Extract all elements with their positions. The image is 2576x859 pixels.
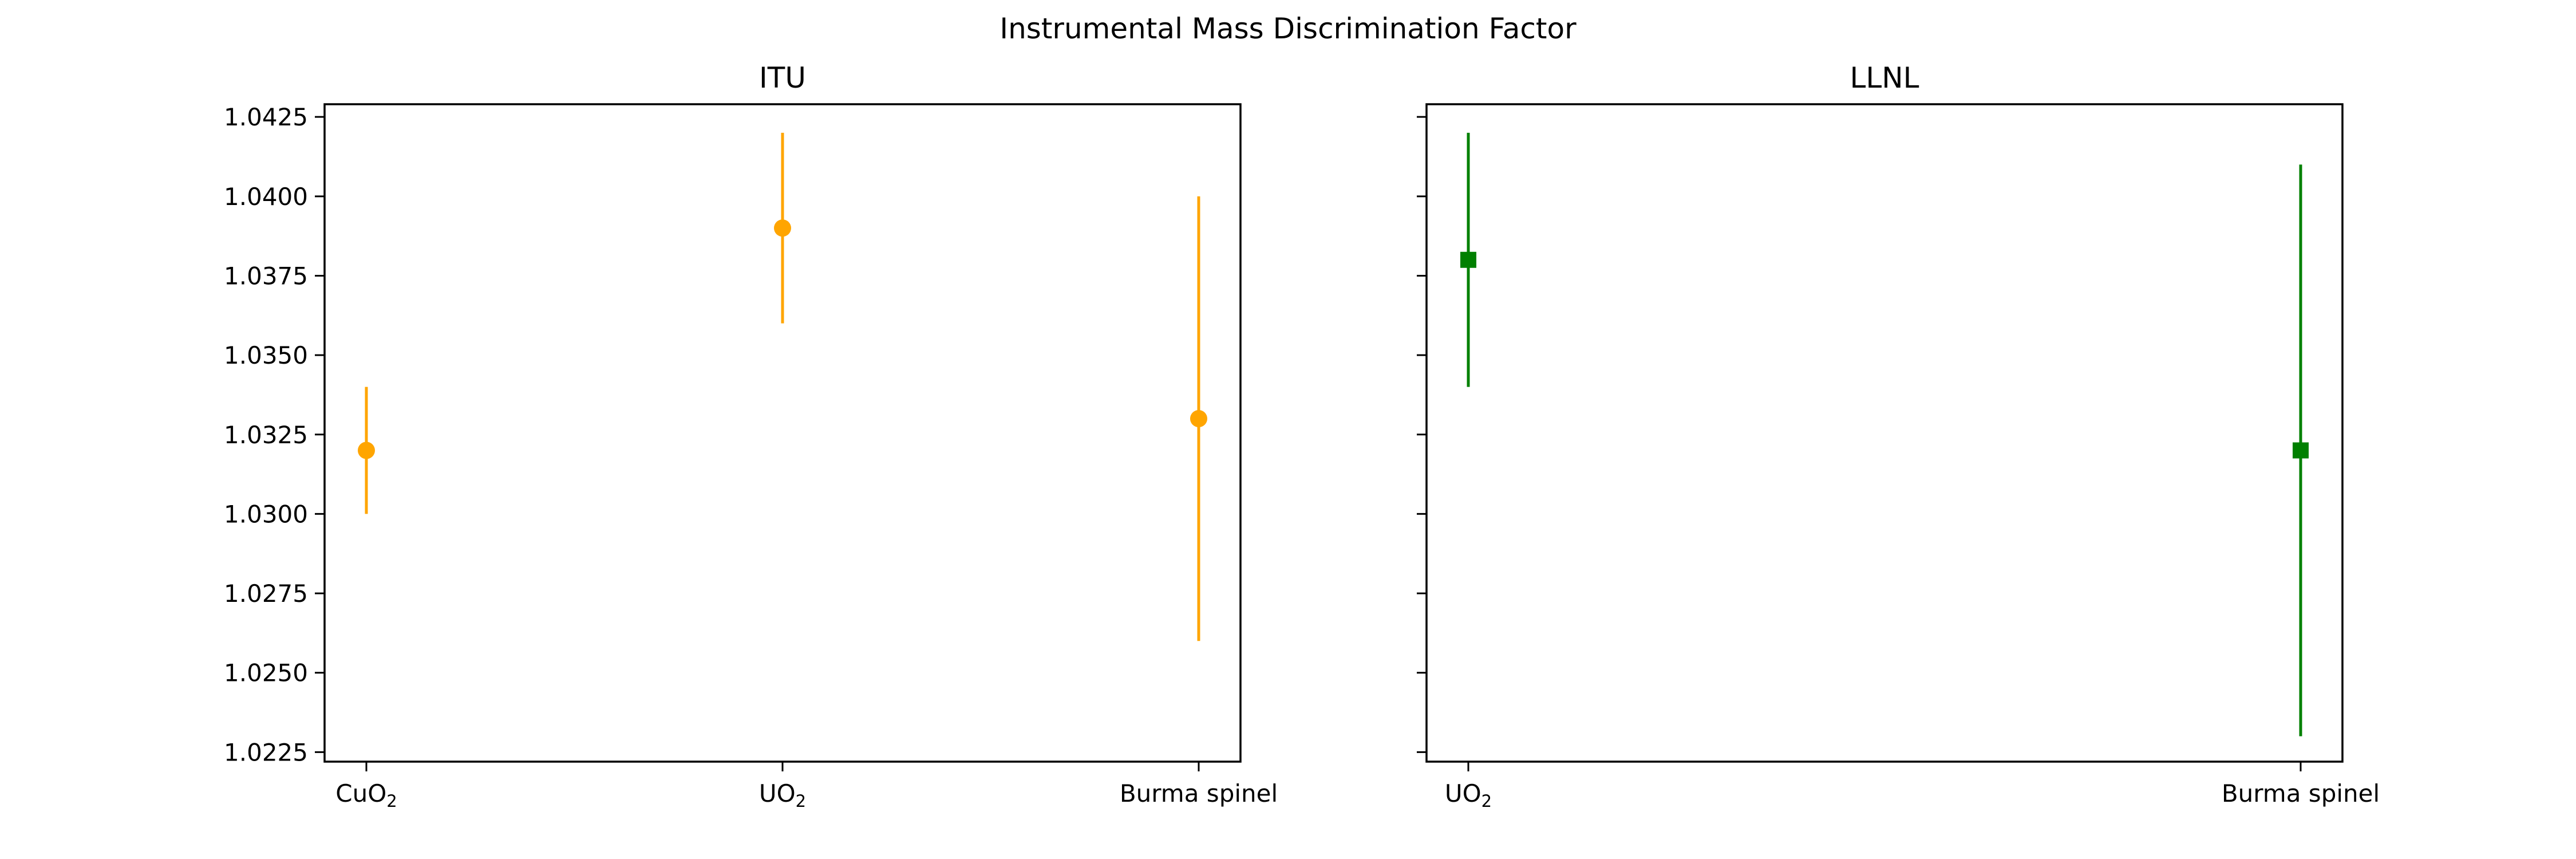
llnl-x-tick-label-uo2: UO2 <box>1445 779 1492 811</box>
llnl-axes-frame <box>1425 103 2344 763</box>
itu-tick-layer: 1.0225 1.0250 1.0275 1.0300 1.0325 1.0350 1.03… <box>224 103 1278 811</box>
llnl-mark-layer <box>1460 132 2309 736</box>
llnl-panel-title: LLNL <box>1850 61 1919 94</box>
itu-panel-title: ITU <box>759 61 806 94</box>
llnl-data-point-uo2 <box>1460 251 1476 268</box>
itu-panel: ITU 1.0225 1.0250 1.0275 1.0300 1.0325 1.0350… <box>224 61 1278 811</box>
itu-y-tick-label: 1.0300 <box>224 500 308 528</box>
itu-axes-frame <box>323 103 1242 763</box>
itu-y-tick-label: 1.0250 <box>224 659 308 687</box>
itu-y-tick-label: 1.0400 <box>224 183 308 211</box>
itu-y-tick-label: 1.0275 <box>224 580 308 608</box>
itu-data-point-cuo2 <box>358 442 375 459</box>
itu-y-tick-label: 1.0425 <box>224 103 308 131</box>
itu-x-tick-label-cuo2: CuO2 <box>335 779 397 811</box>
itu-data-point-uo2 <box>774 219 791 237</box>
llnl-x-tick-label-burma-spinel: Burma spinel <box>2222 779 2380 807</box>
itu-y-tick-label: 1.0350 <box>224 341 308 369</box>
itu-x-tick-label-burma-spinel: Burma spinel <box>1120 779 1278 807</box>
llnl-tick-layer: UO2 Burma spinel <box>1417 116 2380 811</box>
itu-mark-layer <box>358 132 1207 641</box>
figure-suptitle: Instrumental Mass Discrimination Factor <box>999 12 1577 45</box>
llnl-data-point-burma-spinel <box>2293 442 2309 459</box>
itu-y-tick-label: 1.0225 <box>224 738 308 766</box>
itu-x-tick-label-uo2: UO2 <box>759 779 806 811</box>
itu-y-tick-label: 1.0375 <box>224 262 308 290</box>
llnl-panel: LLNL UO2 Burma spinel <box>1417 61 2380 811</box>
itu-y-tick-label: 1.0325 <box>224 421 308 449</box>
itu-data-point-burma-spinel <box>1190 410 1207 428</box>
